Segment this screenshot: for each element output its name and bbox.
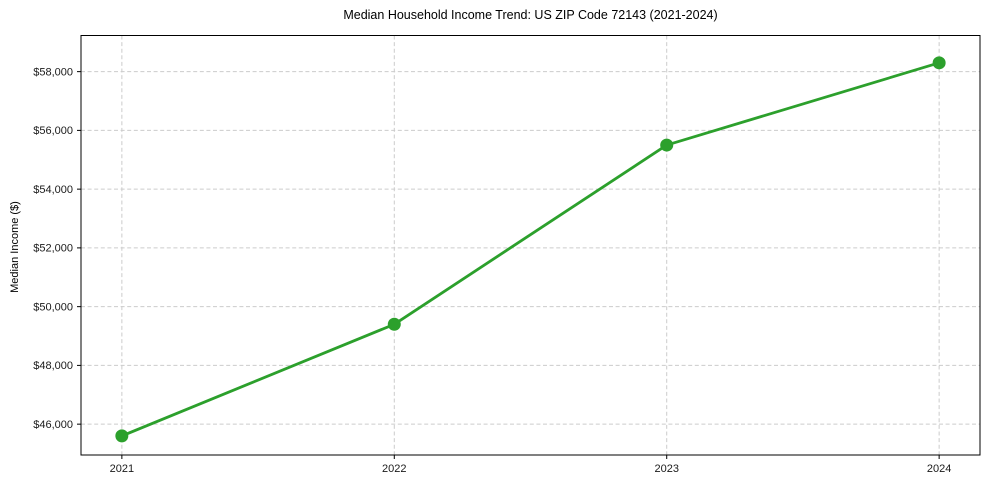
x-tick-label: 2022: [382, 463, 406, 475]
x-tick-label: 2024: [927, 463, 951, 475]
x-tick-label: 2023: [654, 463, 678, 475]
data-point-2021: [115, 429, 129, 443]
plot-border: [80, 35, 981, 456]
y-tick-label: $54,000: [33, 184, 73, 196]
y-tick-label: $50,000: [33, 301, 73, 313]
y-tick-label: $52,000: [33, 243, 73, 255]
y-tick-label: $48,000: [33, 360, 73, 372]
data-point-2022: [387, 317, 401, 331]
y-tick-label: $58,000: [33, 66, 73, 78]
x-tick-label: 2021: [110, 463, 134, 475]
trend-line: [120, 61, 941, 438]
data-point-2024: [932, 56, 946, 70]
data-point-2023: [660, 138, 674, 152]
y-tick-label: $46,000: [33, 419, 73, 431]
y-tick-label: $56,000: [33, 125, 73, 137]
chart-title: Median Household Income Trend: US ZIP Co…: [343, 8, 718, 22]
